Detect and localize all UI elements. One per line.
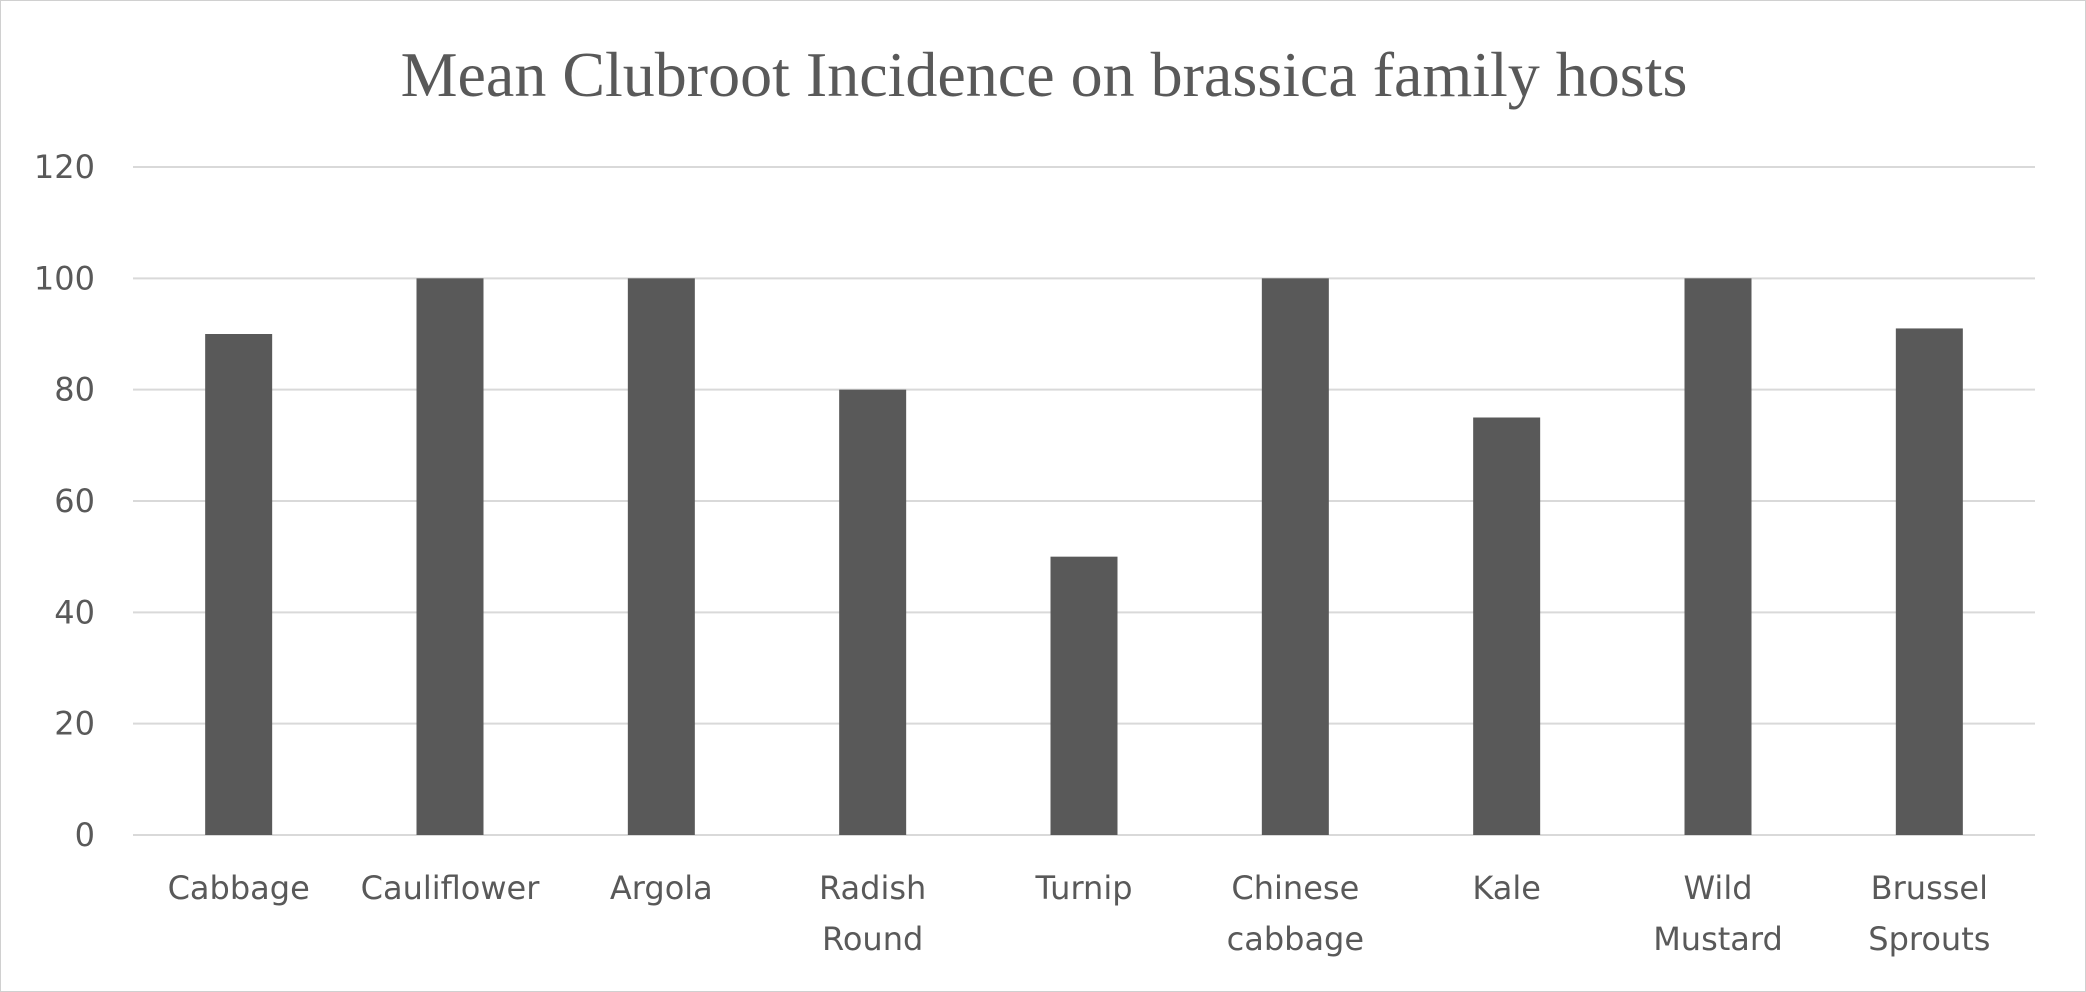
y-tick-label: 120 — [34, 148, 95, 186]
bar — [1473, 417, 1541, 835]
y-tick-label: 0 — [75, 816, 95, 854]
x-tick-label: Turnip — [1034, 869, 1132, 907]
chart-title: Mean Clubroot Incidence on brassica fami… — [400, 39, 1688, 110]
bar — [1684, 278, 1752, 835]
x-tick-label: Chinese cabbage — [1227, 869, 1364, 958]
y-tick-label: 100 — [34, 259, 95, 297]
bar — [416, 278, 484, 835]
y-tick-label: 40 — [54, 593, 95, 631]
y-tick-label: 60 — [54, 482, 95, 520]
bar — [1895, 328, 1963, 835]
bar — [627, 278, 695, 835]
y-axis-ticks: 0 20 40 60 80 100 120 — [34, 148, 95, 854]
y-tick-label: 80 — [54, 371, 95, 409]
bar — [1261, 278, 1329, 835]
x-axis-ticks: Cabbage Cauliflower Argola Radish Round Turni… — [168, 869, 1991, 958]
x-tick-label: Argola — [610, 869, 713, 907]
x-tick-label: Kale — [1472, 869, 1541, 907]
x-tick-label: Radish Round — [819, 869, 926, 958]
x-tick-label: Wild Mustard — [1653, 869, 1783, 958]
y-tick-label: 20 — [54, 705, 95, 743]
x-tick-label: Cabbage — [168, 869, 310, 907]
bar — [839, 389, 907, 835]
bars — [205, 278, 1963, 835]
x-tick-label: Cauliflower — [361, 869, 541, 907]
x-tick-label: Brussel Sprouts — [1868, 869, 1990, 958]
bar — [205, 334, 273, 835]
bar — [1050, 556, 1118, 835]
